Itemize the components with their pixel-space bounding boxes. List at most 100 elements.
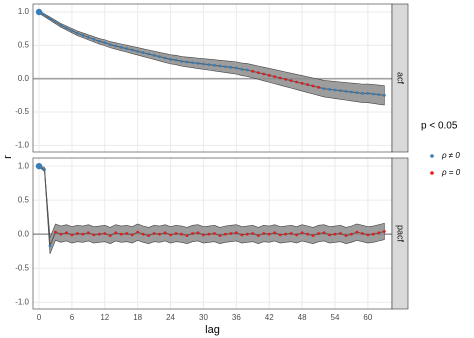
- data-point: [229, 232, 233, 235]
- y-tick-label: -1.0: [15, 297, 29, 306]
- x-tick-label: 0: [37, 313, 42, 322]
- data-point: [130, 48, 134, 52]
- data-point: [311, 84, 315, 88]
- series-line: [38, 11, 385, 96]
- data-point: [48, 244, 52, 248]
- x-tick-label: 18: [133, 313, 142, 322]
- data-point: [158, 55, 162, 59]
- data-point: [196, 61, 200, 65]
- data-point: [273, 75, 277, 79]
- data-point: [136, 230, 140, 234]
- data-point: [35, 8, 43, 16]
- data-point: [43, 13, 46, 17]
- data-point: [174, 232, 178, 235]
- data-point: [59, 232, 63, 236]
- data-point: [207, 232, 211, 236]
- data-point: [278, 233, 282, 237]
- data-point: [300, 81, 304, 85]
- data-point: [350, 90, 353, 94]
- data-point: [361, 232, 364, 235]
- data-point: [256, 71, 260, 75]
- data-point: [103, 232, 107, 235]
- data-point: [344, 89, 348, 93]
- data-point: [377, 93, 381, 97]
- x-tick-label: 6: [70, 313, 75, 322]
- data-point: [382, 93, 386, 97]
- data-point: [333, 88, 337, 92]
- data-point: [191, 61, 194, 65]
- x-tick-label: 60: [363, 313, 372, 322]
- data-point: [339, 89, 342, 93]
- data-point: [125, 47, 129, 51]
- data-point: [108, 234, 112, 237]
- data-point: [218, 234, 222, 237]
- data-point: [191, 232, 194, 235]
- data-point: [202, 62, 205, 66]
- data-point: [141, 232, 145, 236]
- data-point: [169, 57, 172, 61]
- y-tick-label: 0.5: [18, 40, 30, 49]
- data-point: [306, 232, 309, 236]
- x-tick-label: 48: [298, 313, 307, 322]
- legend-title: p < 0.05: [421, 121, 458, 132]
- data-point: [103, 41, 107, 45]
- data-point: [70, 29, 74, 33]
- data-point: [289, 232, 293, 235]
- facet-label: acf: [396, 72, 406, 85]
- data-point: [366, 91, 370, 95]
- data-point: [97, 39, 101, 43]
- x-tick-label: 12: [100, 313, 109, 322]
- data-point: [317, 85, 320, 89]
- data-point: [377, 231, 381, 235]
- data-point: [202, 233, 205, 237]
- y-tick-label: -0.5: [15, 263, 29, 272]
- y-tick-label: 0.0: [18, 74, 30, 83]
- data-point: [86, 231, 90, 235]
- data-point: [147, 52, 151, 56]
- data-point: [223, 65, 227, 69]
- data-point: [344, 234, 348, 237]
- data-point: [267, 73, 271, 77]
- x-tick-label: 30: [199, 313, 208, 322]
- facet-strip: [391, 157, 409, 310]
- data-point: [306, 83, 309, 87]
- data-point: [152, 53, 156, 57]
- data-point: [284, 232, 288, 236]
- y-tick-label: 0.5: [18, 195, 30, 204]
- data-point: [59, 23, 63, 27]
- data-point: [371, 92, 375, 96]
- data-point: [240, 233, 244, 237]
- data-point: [108, 43, 112, 47]
- data-point: [196, 231, 200, 235]
- data-point: [169, 233, 172, 237]
- data-point: [289, 79, 293, 83]
- data-point: [284, 77, 288, 81]
- confidence-band: [38, 10, 385, 106]
- data-point: [213, 232, 216, 235]
- x-tick-label: 24: [166, 313, 175, 322]
- confidence-band: [38, 165, 385, 255]
- data-point: [114, 231, 118, 235]
- data-point: [48, 17, 52, 21]
- data-point: [65, 26, 68, 30]
- y-axis-label: r: [2, 155, 14, 159]
- data-point: [311, 234, 315, 237]
- data-point: [355, 91, 359, 95]
- data-point: [65, 231, 68, 235]
- data-point: [295, 80, 299, 84]
- data-point: [75, 232, 79, 235]
- data-point: [141, 51, 145, 55]
- data-point: [223, 232, 227, 236]
- data-point: [86, 35, 90, 39]
- x-axis-label: lag: [205, 324, 220, 336]
- data-point: [350, 232, 353, 236]
- data-point: [262, 72, 266, 76]
- data-point: [333, 232, 337, 236]
- data-point: [361, 91, 364, 95]
- data-point: [119, 45, 123, 49]
- data-point: [328, 87, 331, 91]
- y-tick-label: -1.0: [15, 140, 29, 149]
- data-point: [174, 58, 178, 62]
